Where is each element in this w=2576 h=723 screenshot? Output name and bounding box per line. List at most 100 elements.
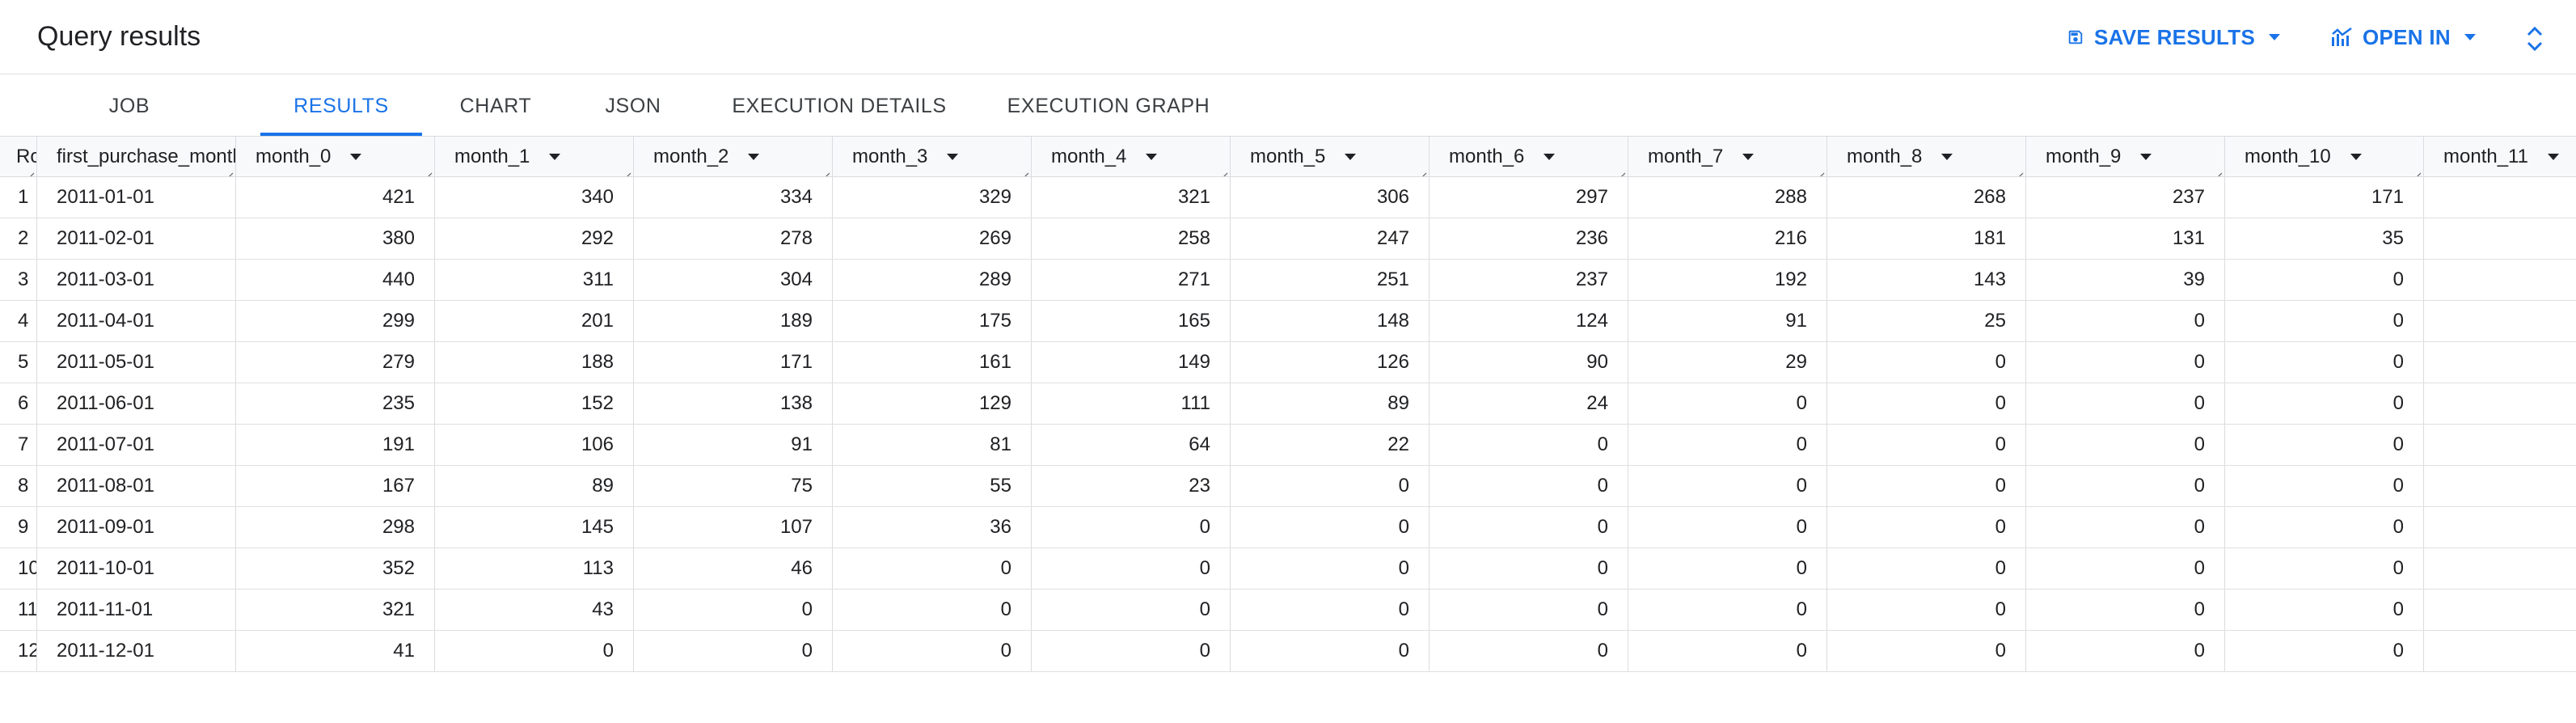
column-header-label: month_7: [1648, 145, 1724, 167]
column-header-first-purchase-month[interactable]: first_purchase_month: [37, 137, 236, 176]
tab-results[interactable]: RESULTS: [293, 95, 389, 117]
column-header-month-1[interactable]: month_1: [435, 137, 634, 176]
caret-down-icon[interactable]: [1742, 153, 1755, 160]
table-cell-month-10: 0: [2225, 631, 2424, 671]
column-resize-handle[interactable]: [821, 164, 830, 176]
table-cell-month-11: [2424, 548, 2576, 589]
table-cell-month-7: 0: [1628, 425, 1827, 465]
table-cell-month-1: 188: [435, 342, 634, 383]
tab-chart[interactable]: CHART: [459, 95, 532, 117]
column-header-month-9[interactable]: month_9: [2026, 137, 2225, 176]
caret-down-icon[interactable]: [2350, 153, 2362, 160]
tab-job-information[interactable]: JOB INFORMATION: [57, 95, 201, 180]
table-cell-month-0: 421: [236, 177, 435, 218]
results-table: Row first_purchase_month month_0 month_1 mon…: [0, 136, 2576, 673]
table-cell-month-1: 311: [435, 260, 634, 300]
save-results-button[interactable]: SAVE RESULTS: [2067, 21, 2281, 53]
column-header-month-8[interactable]: month_8: [1827, 137, 2026, 176]
table-cell-month-0: 321: [236, 590, 435, 630]
table-cell-month-0: 167: [236, 466, 435, 506]
expand-collapse-button[interactable]: [2526, 23, 2544, 55]
table-cell-month-8: 181: [1827, 218, 2026, 259]
column-header-month-7[interactable]: month_7: [1628, 137, 1827, 176]
table-cell-month-7: 192: [1628, 260, 1827, 300]
table-cell-month-5: 148: [1231, 301, 1429, 341]
table-cell-month-10: 0: [2225, 507, 2424, 548]
table-cell-month-9: 0: [2026, 342, 2225, 383]
table-cell-month-4: 23: [1032, 466, 1231, 506]
table-cell-month-7: 0: [1628, 631, 1827, 671]
column-resize-handle[interactable]: [1020, 164, 1029, 176]
row-number-cell: 5: [0, 342, 37, 383]
table-cell-month-6: 24: [1429, 383, 1628, 424]
table-cell-month-0: 235: [236, 383, 435, 424]
column-header-month-2[interactable]: month_2: [634, 137, 833, 176]
tab-execution-details[interactable]: EXECUTION DETAILS: [732, 95, 947, 117]
table-cell-month-3: 175: [833, 301, 1032, 341]
column-header-month-5[interactable]: month_5: [1231, 137, 1429, 176]
table-cell-month-9: 0: [2026, 507, 2225, 548]
column-resize-handle[interactable]: [1815, 164, 1825, 176]
column-resize-handle[interactable]: [2014, 164, 2024, 176]
table-cell-month-10: 0: [2225, 301, 2424, 341]
table-cell-month-10: 171: [2225, 177, 2424, 218]
column-resize-handle[interactable]: [224, 164, 234, 176]
caret-down-icon[interactable]: [748, 153, 760, 160]
caret-down-icon[interactable]: [1345, 153, 1357, 160]
column-header-month-3[interactable]: month_3: [833, 137, 1032, 176]
column-header-month-6[interactable]: month_6: [1429, 137, 1628, 176]
column-resize-handle[interactable]: [1616, 164, 1626, 176]
table-cell-first-purchase-month: 2011-10-01: [37, 548, 236, 589]
column-header-row[interactable]: Row: [0, 137, 37, 176]
column-resize-handle[interactable]: [1417, 164, 1427, 176]
caret-down-icon[interactable]: [1543, 153, 1556, 160]
column-resize-handle[interactable]: [622, 164, 631, 176]
column-header-label: first_purchase_month: [57, 145, 235, 167]
table-cell-month-5: 0: [1231, 507, 1429, 548]
table-cell-month-10: 0: [2225, 383, 2424, 424]
column-resize-handle[interactable]: [1218, 164, 1228, 176]
table-cell-month-7: 29: [1628, 342, 1827, 383]
table-cell-first-purchase-month: 2011-07-01: [37, 425, 236, 465]
table-cell-month-5: 247: [1231, 218, 1429, 259]
table-cell-month-1: 145: [435, 507, 634, 548]
table-cell-month-11: [2424, 342, 2576, 383]
table-cell-month-3: 329: [833, 177, 1032, 218]
caret-down-icon[interactable]: [2140, 153, 2152, 160]
table-cell-month-5: 251: [1231, 260, 1429, 300]
caret-down-icon[interactable]: [1941, 153, 1953, 160]
column-header-label: month_3: [852, 145, 928, 167]
column-resize-handle[interactable]: [25, 164, 35, 176]
table-cell-month-0: 279: [236, 342, 435, 383]
caret-down-icon[interactable]: [2547, 153, 2559, 160]
query-results-header: Query results SAVE RESULTS: [0, 0, 2576, 74]
table-cell-month-5: 126: [1231, 342, 1429, 383]
tab-json[interactable]: JSON: [605, 95, 661, 117]
table-cell-month-3: 0: [833, 631, 1032, 671]
table-cell-month-8: 0: [1827, 548, 2026, 589]
table-cell-month-7: 0: [1628, 507, 1827, 548]
caret-down-icon[interactable]: [549, 153, 561, 160]
chart-icon: [2330, 27, 2353, 48]
column-header-month-0[interactable]: month_0: [236, 137, 435, 176]
caret-down-icon[interactable]: [947, 153, 959, 160]
table-cell-month-6: 0: [1429, 466, 1628, 506]
table-cell-month-1: 201: [435, 301, 634, 341]
table-cell-month-10: 0: [2225, 590, 2424, 630]
open-in-button[interactable]: OPEN IN: [2330, 21, 2477, 53]
column-header-month-4[interactable]: month_4: [1032, 137, 1231, 176]
table-cell-month-3: 289: [833, 260, 1032, 300]
table-cell-month-4: 258: [1032, 218, 1231, 259]
table-cell-month-11: [2424, 383, 2576, 424]
caret-down-icon[interactable]: [1146, 153, 1158, 160]
column-resize-handle[interactable]: [2412, 164, 2422, 176]
caret-down-icon[interactable]: [350, 153, 362, 160]
table-cell-month-5: 306: [1231, 177, 1429, 218]
save-results-label: SAVE RESULTS: [2094, 24, 2256, 49]
tab-execution-graph[interactable]: EXECUTION GRAPH: [1007, 95, 1210, 117]
column-resize-handle[interactable]: [2213, 164, 2223, 176]
column-resize-handle[interactable]: [423, 164, 433, 176]
column-header-label: month_8: [1847, 145, 1923, 167]
column-header-month-10[interactable]: month_10: [2225, 137, 2424, 176]
column-header-month-11[interactable]: month_11: [2424, 137, 2576, 176]
